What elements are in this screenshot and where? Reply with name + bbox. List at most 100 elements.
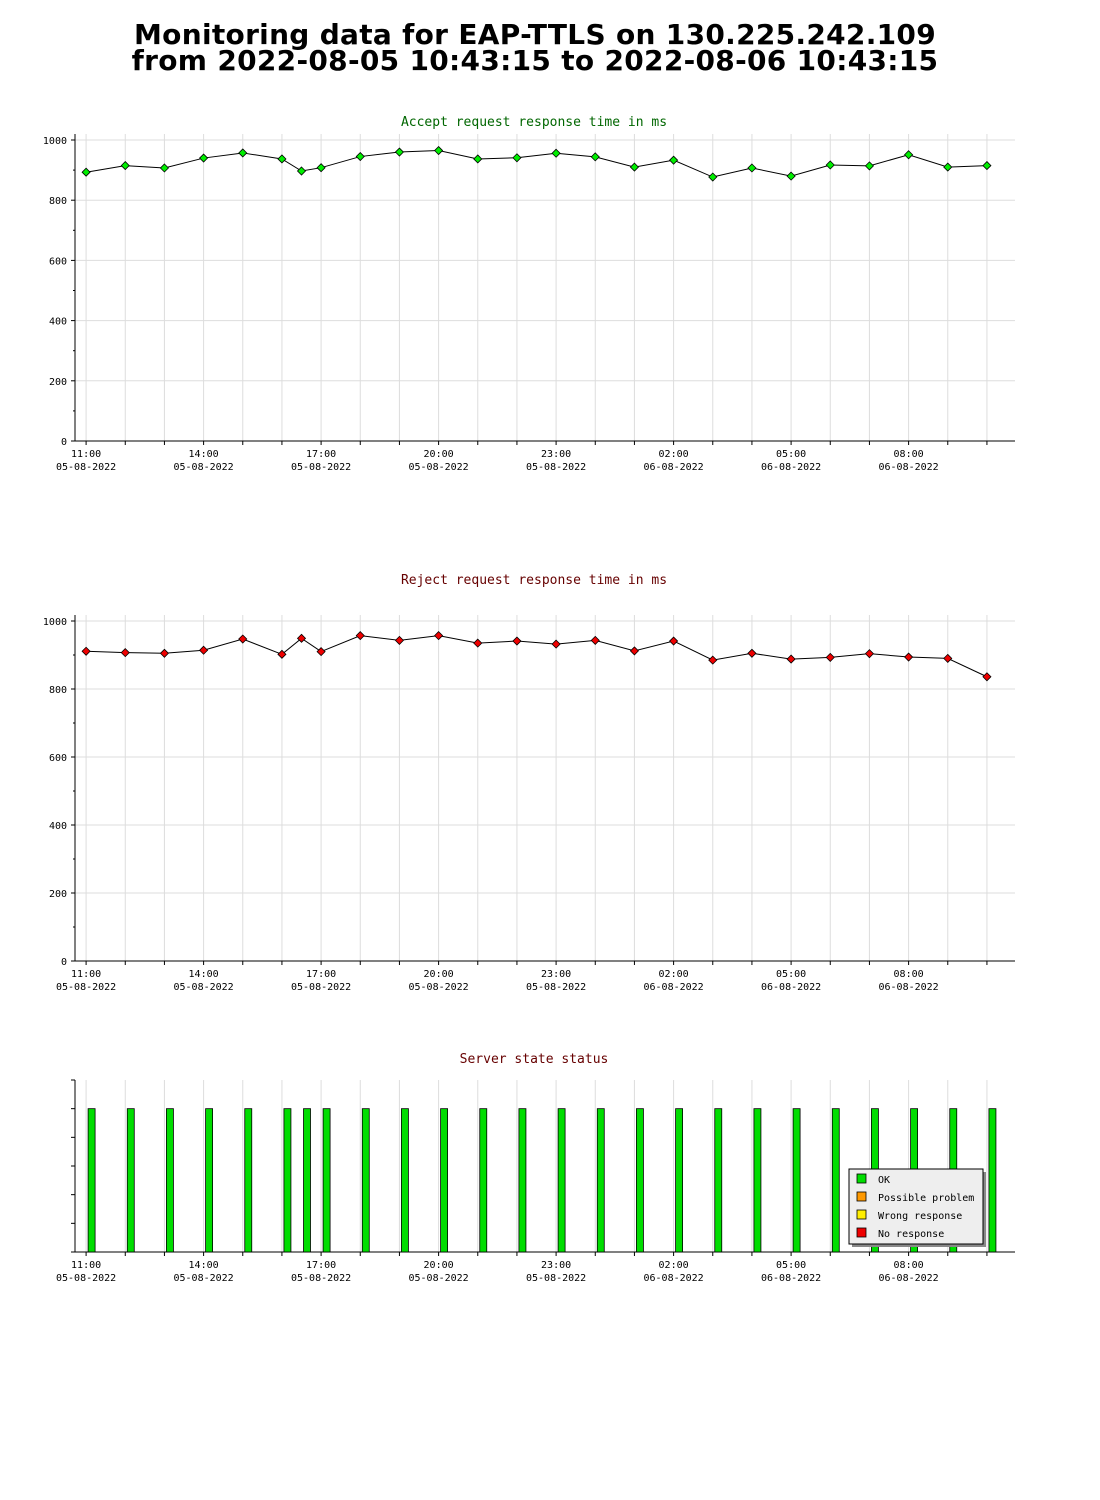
- data-point: [982, 672, 992, 682]
- x-tick-label-date: 05-08-2022: [56, 462, 116, 473]
- status-bar: [988, 1108, 997, 1253]
- x-tick-label-time: 08:00: [894, 969, 924, 980]
- x-tick-label-date: 05-08-2022: [526, 1273, 586, 1284]
- data-point: [473, 638, 483, 648]
- data-point: [747, 163, 757, 173]
- y-tick-label: 200: [49, 377, 67, 388]
- data-point: [238, 148, 248, 158]
- legend-label: OK: [878, 1175, 890, 1186]
- status-bar: [479, 1108, 488, 1253]
- legend-swatch: [856, 1191, 867, 1202]
- legend-label: Possible problem: [878, 1193, 974, 1204]
- x-tick-label-date: 05-08-2022: [173, 1273, 233, 1284]
- page-title-line-1: Monitoring data for EAP-TTLS on 130.225.…: [134, 18, 936, 51]
- x-tick-label-date: 05-08-2022: [291, 982, 351, 993]
- y-tick-label: 1000: [43, 617, 67, 628]
- x-tick-label-time: 02:00: [659, 449, 689, 460]
- x-tick-label-date: 05-08-2022: [56, 1273, 116, 1284]
- x-tick-label-time: 23:00: [541, 969, 571, 980]
- x-tick-label-date: 06-08-2022: [878, 982, 938, 993]
- data-point: [199, 645, 209, 655]
- status-bar: [126, 1108, 135, 1253]
- x-tick-label-time: 05:00: [776, 449, 806, 460]
- chart-title: Reject request response time in ms: [401, 573, 667, 588]
- legend-swatch: [856, 1209, 867, 1220]
- x-tick-label-date: 05-08-2022: [408, 462, 468, 473]
- accept-response-time-chart: Accept request response time in ms 0 200 40…: [43, 115, 1015, 473]
- x-tick-label-date: 05-08-2022: [173, 462, 233, 473]
- data-point: [590, 152, 600, 162]
- x-tick-label-date: 05-08-2022: [526, 982, 586, 993]
- legend-swatch: [856, 1173, 867, 1184]
- y-tick-label: 0: [61, 957, 67, 968]
- data-point: [277, 154, 287, 164]
- data-point: [238, 634, 248, 644]
- status-bar: [87, 1108, 96, 1253]
- y-tick-label: 800: [49, 196, 67, 207]
- status-bar: [205, 1108, 213, 1253]
- data-point: [296, 633, 307, 643]
- data-point: [159, 648, 169, 658]
- status-bar: [714, 1108, 723, 1253]
- data-point: [296, 166, 307, 176]
- data-point: [512, 636, 522, 646]
- x-tick-label-time: 20:00: [424, 969, 454, 980]
- y-tick-label: 400: [49, 821, 67, 832]
- x-tick-label-date: 05-08-2022: [56, 982, 116, 993]
- x-tick-label-date: 06-08-2022: [761, 982, 821, 993]
- x-tick-label-time: 20:00: [424, 449, 454, 460]
- series-line: [86, 635, 988, 678]
- status-bar: [753, 1108, 762, 1253]
- x-tick-label-time: 08:00: [894, 1260, 924, 1271]
- x-tick-label-time: 11:00: [71, 1260, 101, 1271]
- status-bar: [166, 1108, 174, 1253]
- data-point: [316, 647, 326, 657]
- x-tick-label-date: 05-08-2022: [291, 1273, 351, 1284]
- data-point: [904, 150, 914, 160]
- y-tick-label: 1000: [43, 136, 67, 147]
- x-tick-label-time: 05:00: [776, 1260, 806, 1271]
- x-tick-label-date: 06-08-2022: [643, 1273, 703, 1284]
- status-bar: [303, 1108, 311, 1253]
- data-point: [629, 646, 639, 656]
- y-tick-label: 200: [49, 889, 67, 900]
- data-point: [81, 167, 91, 177]
- page-title: Monitoring data for EAP-TTLS on 130.225.…: [0, 18, 1070, 77]
- data-point: [825, 652, 835, 662]
- data-point: [473, 154, 483, 164]
- x-tick-label-date: 05-08-2022: [173, 982, 233, 993]
- x-tick-label-date: 06-08-2022: [761, 462, 821, 473]
- x-tick-label-date: 06-08-2022: [643, 982, 703, 993]
- legend-label: No response: [878, 1229, 944, 1240]
- data-point: [551, 639, 561, 649]
- x-tick-label-time: 20:00: [424, 1260, 454, 1271]
- data-point: [159, 163, 169, 173]
- page-title-line-2: from 2022-08-05 10:43:15 to 2022-08-06 1…: [131, 44, 939, 77]
- data-point: [394, 147, 404, 157]
- status-bar: [596, 1108, 605, 1253]
- x-tick-label-time: 14:00: [189, 1260, 219, 1271]
- data-point: [434, 631, 444, 641]
- data-point: [747, 648, 757, 658]
- x-tick-label-time: 05:00: [776, 969, 806, 980]
- data-point: [708, 655, 718, 665]
- x-tick-label-time: 14:00: [189, 969, 219, 980]
- data-point: [199, 153, 209, 163]
- data-point: [708, 172, 718, 182]
- y-tick-label: 600: [49, 753, 67, 764]
- x-tick-label-time: 11:00: [71, 969, 101, 980]
- x-tick-label-date: 05-08-2022: [526, 462, 586, 473]
- x-tick-label-date: 06-08-2022: [643, 462, 703, 473]
- status-bar: [361, 1108, 370, 1253]
- x-tick-label-date: 06-08-2022: [878, 1273, 938, 1284]
- x-tick-label-date: 06-08-2022: [761, 1273, 821, 1284]
- x-tick-label-date: 05-08-2022: [408, 1273, 468, 1284]
- data-point: [512, 153, 522, 163]
- x-tick-label-time: 23:00: [541, 1260, 571, 1271]
- x-tick-label-date: 05-08-2022: [291, 462, 351, 473]
- data-point: [669, 155, 679, 165]
- status-bar: [322, 1108, 331, 1253]
- data-point: [355, 151, 365, 162]
- data-point: [864, 649, 874, 659]
